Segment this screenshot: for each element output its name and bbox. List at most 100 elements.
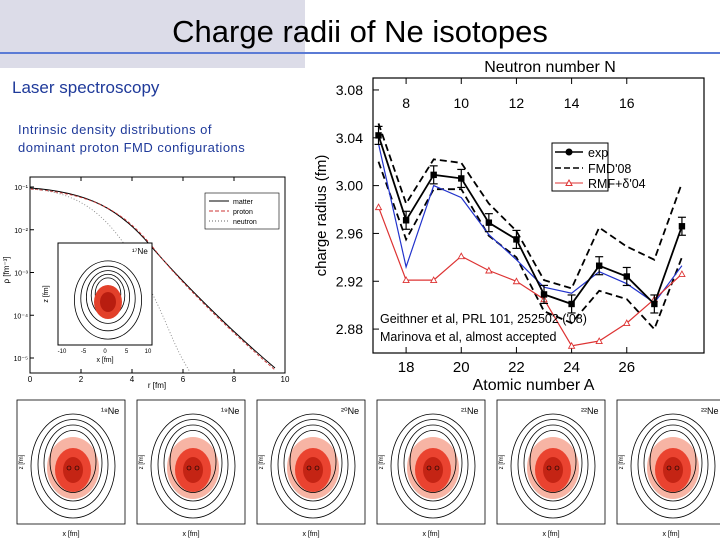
density-panel-contour [523,424,583,502]
density-panel-contour [30,413,116,519]
density-panel-y-label: z [fm] [619,454,625,469]
rmf-line [377,206,683,347]
density-panel-label: ¹⁹Ne [221,406,239,416]
citation: Geithner et al, PRL 101, 252502 ('08) Ma… [380,310,587,346]
density-panel-center [663,457,683,483]
title-underline [0,52,720,54]
density-x-tick-label: 2 [79,375,84,384]
rmf-point [402,276,410,284]
density-panel-x-label: x [fm] [302,531,319,538]
top-tick-label: 14 [564,95,580,111]
inset-x-tick-label: 5 [125,349,129,355]
density-panel-contour [157,419,229,510]
title-shade [0,0,305,68]
density-panel-contour [37,419,109,510]
density-legend-label: proton [233,209,253,216]
density-panel-contour [283,424,343,502]
top-tick-label: 16 [619,95,635,111]
density-panel-label: ²²Ne [701,406,719,416]
x-tick-label: 24 [563,359,580,376]
rmf-point [623,319,631,327]
density-panel-label: ²⁰Ne [341,406,359,416]
density-panel-label: ¹⁸Ne [101,406,119,416]
blue-series-line [377,143,683,304]
x-axis-label: Atomic number A [473,377,595,394]
density-profile-chart: 0 2 4 6 8 10 r [fm] 10⁻⁵ 10⁻⁴ 10⁻³ 10⁻² 10⁻¹ ρ [fm⁻³… [2,176,290,390]
density-panel-contour [169,430,217,493]
rmf-point [678,270,686,278]
density-panel-node [426,465,432,471]
top-tick-label: 8 [402,95,410,111]
exp-point [595,262,603,269]
rmf-point [512,277,521,285]
density-panel-contour [277,419,349,510]
y-axis-label: charge radius (fm) [313,155,330,277]
fmd-lower-line [377,161,683,331]
density-panel-contour [289,430,337,493]
legend-rmf-marker [565,178,573,186]
density-panel-node [674,465,680,471]
density-panel-contour [49,430,97,493]
description-line-2: dominant proton FMD configurations [18,140,246,155]
legend-exp-marker [565,148,573,156]
exp-point [540,291,548,298]
density-panel-x-label: x [fm] [662,531,679,538]
density-panel-center [543,457,563,483]
density-panel-contour [150,413,236,519]
inset-contour [80,265,136,332]
density-panel-center [183,457,203,483]
density-panel-node [546,465,552,471]
page-title: Charge radii of Ne isotopes [172,14,548,49]
inset-label: ¹⁷Ne [132,247,148,256]
x-tick-label: 20 [453,359,470,376]
top-tick-label: 12 [509,95,525,111]
density-panel-contour [270,413,356,519]
y-tick-label: 2.96 [336,225,363,241]
density-panel-contour [397,419,469,510]
density-x-tick-label: 4 [130,375,135,384]
density-panel-label: ²²Ne [581,406,599,416]
top-axis-label: Neutron number N [484,59,616,76]
density-panel-contour [390,413,476,519]
density-panel-contour [649,430,697,493]
density-panel-contour [630,413,716,519]
density-panel-contour [517,419,589,510]
density-panel-contour [637,419,709,510]
inset-x-tick-label: 0 [103,349,107,355]
inset-density-center [100,292,116,312]
density-y-tick-label: 10⁻⁵ [14,356,28,363]
density-panel-node [186,465,192,471]
density-legend-label: matter [233,199,254,206]
density-panel-node [554,465,560,471]
density-y-tick-label: 10⁻⁴ [14,313,29,320]
density-panel-node [194,465,200,471]
rmf-point [457,252,466,260]
density-y-tick-label: 10⁻¹ [14,185,28,192]
exp-point [430,171,437,179]
x-tick-label: 22 [508,359,525,376]
density-panel-label: ²¹Ne [461,406,479,416]
density-panel-x-label: x [fm] [542,531,559,538]
citation-line-2: Marinova et al, almost accepted [380,330,557,344]
y-tick-label: 3.04 [336,130,363,146]
inset-y-label: z [fm] [43,285,50,302]
rmf-point [374,203,383,211]
rmf-point [429,276,438,284]
exp-line [377,135,683,306]
density-panel-node [666,465,672,471]
fmd-upper-line [377,123,683,290]
density-panel-node [434,465,440,471]
density-panel-y-label: z [fm] [139,454,145,469]
neutron-curve [29,188,191,373]
legend-rmf-label: RMF+δ'04 [588,177,646,191]
inset-contour [74,260,142,340]
density-panel-contour [529,430,577,493]
density-panel-contour [43,424,103,502]
density-panel-x-label: x [fm] [62,531,79,538]
description-line-1: Intrinsic density distributions of [18,122,213,137]
exp-point [651,300,658,308]
legend-fmd-label: FMD'08 [588,162,631,176]
density-panel-contour [643,424,703,502]
density-x-tick-label: 6 [181,375,186,384]
description: Intrinsic density distributions of domin… [18,121,245,157]
